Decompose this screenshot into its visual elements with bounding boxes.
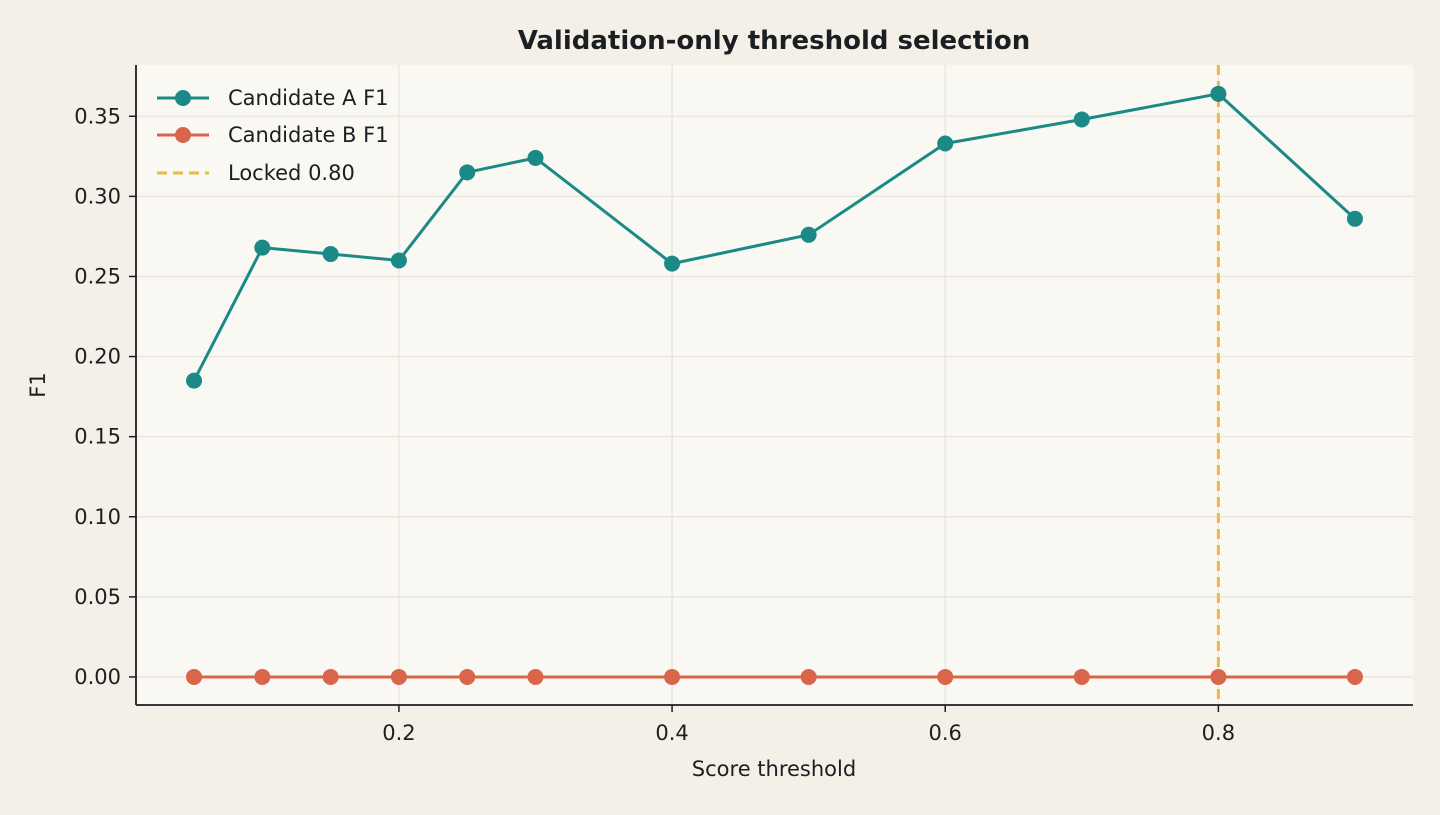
y-axis-ticks: 0.00 0.05 0.10 0.15 0.20 0.25 0.30 0.35 — [74, 104, 136, 689]
data-point-series1-3 — [390, 668, 407, 685]
y-tick-label-5: 0.25 — [74, 264, 121, 288]
y-tick-label-3: 0.15 — [74, 425, 121, 449]
data-point-series0-1 — [254, 239, 271, 256]
y-axis-title: F1 — [26, 372, 50, 397]
x-tick-label-0: 0.2 — [382, 721, 415, 745]
data-point-series0-0 — [186, 372, 203, 389]
x-tick-label-3: 0.8 — [1202, 721, 1235, 745]
legend-marker-candidate-a — [175, 90, 191, 106]
y-tick-label-2: 0.10 — [74, 505, 121, 529]
data-point-series1-9 — [1073, 668, 1090, 685]
data-point-series0-5 — [527, 149, 544, 166]
x-tick-label-2: 0.6 — [929, 721, 962, 745]
x-axis-title: Score threshold — [692, 757, 856, 781]
data-point-series1-2 — [322, 668, 339, 685]
data-point-series1-11 — [1346, 668, 1363, 685]
x-axis-ticks: 0.2 0.4 0.6 0.8 — [382, 705, 1235, 745]
y-tick-label-4: 0.20 — [74, 345, 121, 369]
data-point-series1-0 — [186, 668, 203, 685]
x-tick-label-1: 0.4 — [655, 721, 688, 745]
data-point-series1-8 — [937, 668, 954, 685]
chart-title: Validation-only threshold selection — [518, 26, 1031, 56]
series-line-0 — [192, 92, 1356, 382]
data-point-series0-3 — [390, 252, 407, 269]
data-point-series1-5 — [527, 668, 544, 685]
data-point-series0-10 — [1210, 85, 1227, 102]
data-point-series0-7 — [800, 226, 817, 243]
y-tick-label-0: 0.00 — [74, 665, 121, 689]
y-tick-label-7: 0.35 — [74, 104, 121, 128]
legend-label-candidate-b: Candidate B F1 — [228, 123, 389, 147]
data-point-series1-7 — [800, 668, 817, 685]
data-point-series0-6 — [664, 255, 681, 272]
series-layer — [186, 85, 1363, 685]
y-tick-label-6: 0.30 — [74, 184, 121, 208]
data-point-series0-4 — [459, 164, 476, 181]
plot-area — [136, 65, 1413, 705]
legend-label-locked-threshold: Locked 0.80 — [228, 161, 355, 185]
legend-label-candidate-a: Candidate A F1 — [228, 86, 389, 110]
legend-marker-candidate-b — [175, 127, 191, 143]
data-point-series1-4 — [459, 668, 476, 685]
data-point-series1-1 — [254, 668, 271, 685]
data-point-series0-11 — [1346, 210, 1363, 227]
data-point-series1-10 — [1210, 668, 1227, 685]
legend: Candidate A F1 Candidate B F1 Locked 0.8… — [157, 86, 389, 185]
y-tick-label-1: 0.05 — [74, 585, 121, 609]
data-point-series1-6 — [664, 668, 681, 685]
axes — [135, 65, 1413, 706]
data-point-series0-9 — [1073, 111, 1090, 128]
data-point-series0-8 — [937, 135, 954, 152]
data-point-series0-2 — [322, 246, 339, 263]
